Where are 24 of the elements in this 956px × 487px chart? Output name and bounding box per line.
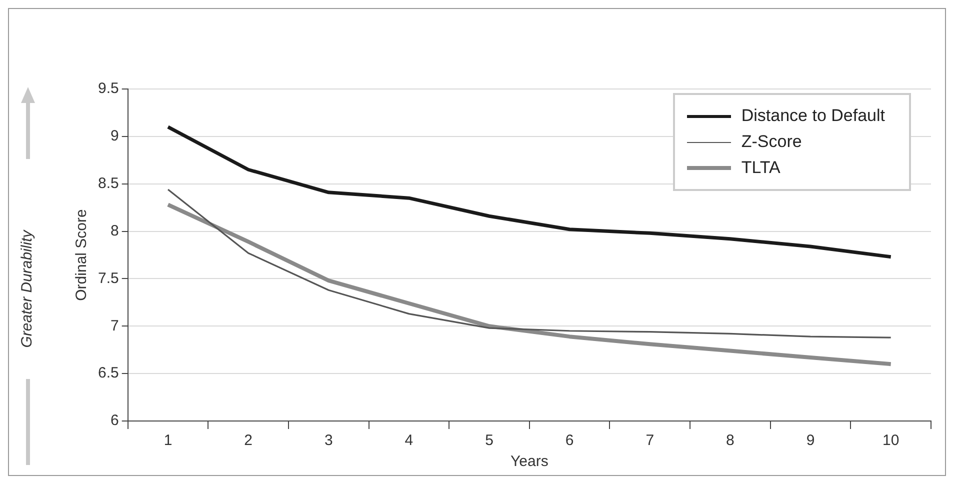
x-tick-label: 2 — [244, 432, 252, 450]
x-tick-label: 10 — [882, 432, 900, 450]
x-tick-label: 3 — [324, 432, 333, 450]
y-tick-label: 9 — [110, 128, 119, 145]
x-tick-label: 4 — [404, 432, 414, 450]
y-tick-label: 7.5 — [98, 270, 119, 287]
legend-label: Distance to Default — [741, 106, 885, 126]
y-tick-label: 6 — [110, 412, 119, 430]
x-axis-title: Years — [510, 453, 548, 470]
y-tick-label: 8.5 — [98, 175, 119, 192]
legend-label: TLTA — [741, 158, 780, 178]
y-tick-label: 6.5 — [98, 364, 119, 382]
text: Greater Durability — [18, 230, 36, 348]
legend-label: Z-Score — [741, 132, 802, 152]
x-tick-label: 5 — [485, 432, 494, 450]
x-tick-label: 1 — [164, 432, 172, 450]
y-axis-title: Ordinal Score — [73, 209, 90, 301]
y-tick-label: 9.5 — [98, 80, 119, 98]
x-tick-label: 8 — [726, 432, 734, 450]
y-tick-label: 7 — [110, 317, 119, 334]
x-tick-label: 6 — [565, 432, 574, 450]
x-tick-label: 7 — [646, 432, 654, 450]
x-tick-label: 9 — [806, 432, 815, 450]
y-tick-label: 8 — [110, 222, 119, 240]
